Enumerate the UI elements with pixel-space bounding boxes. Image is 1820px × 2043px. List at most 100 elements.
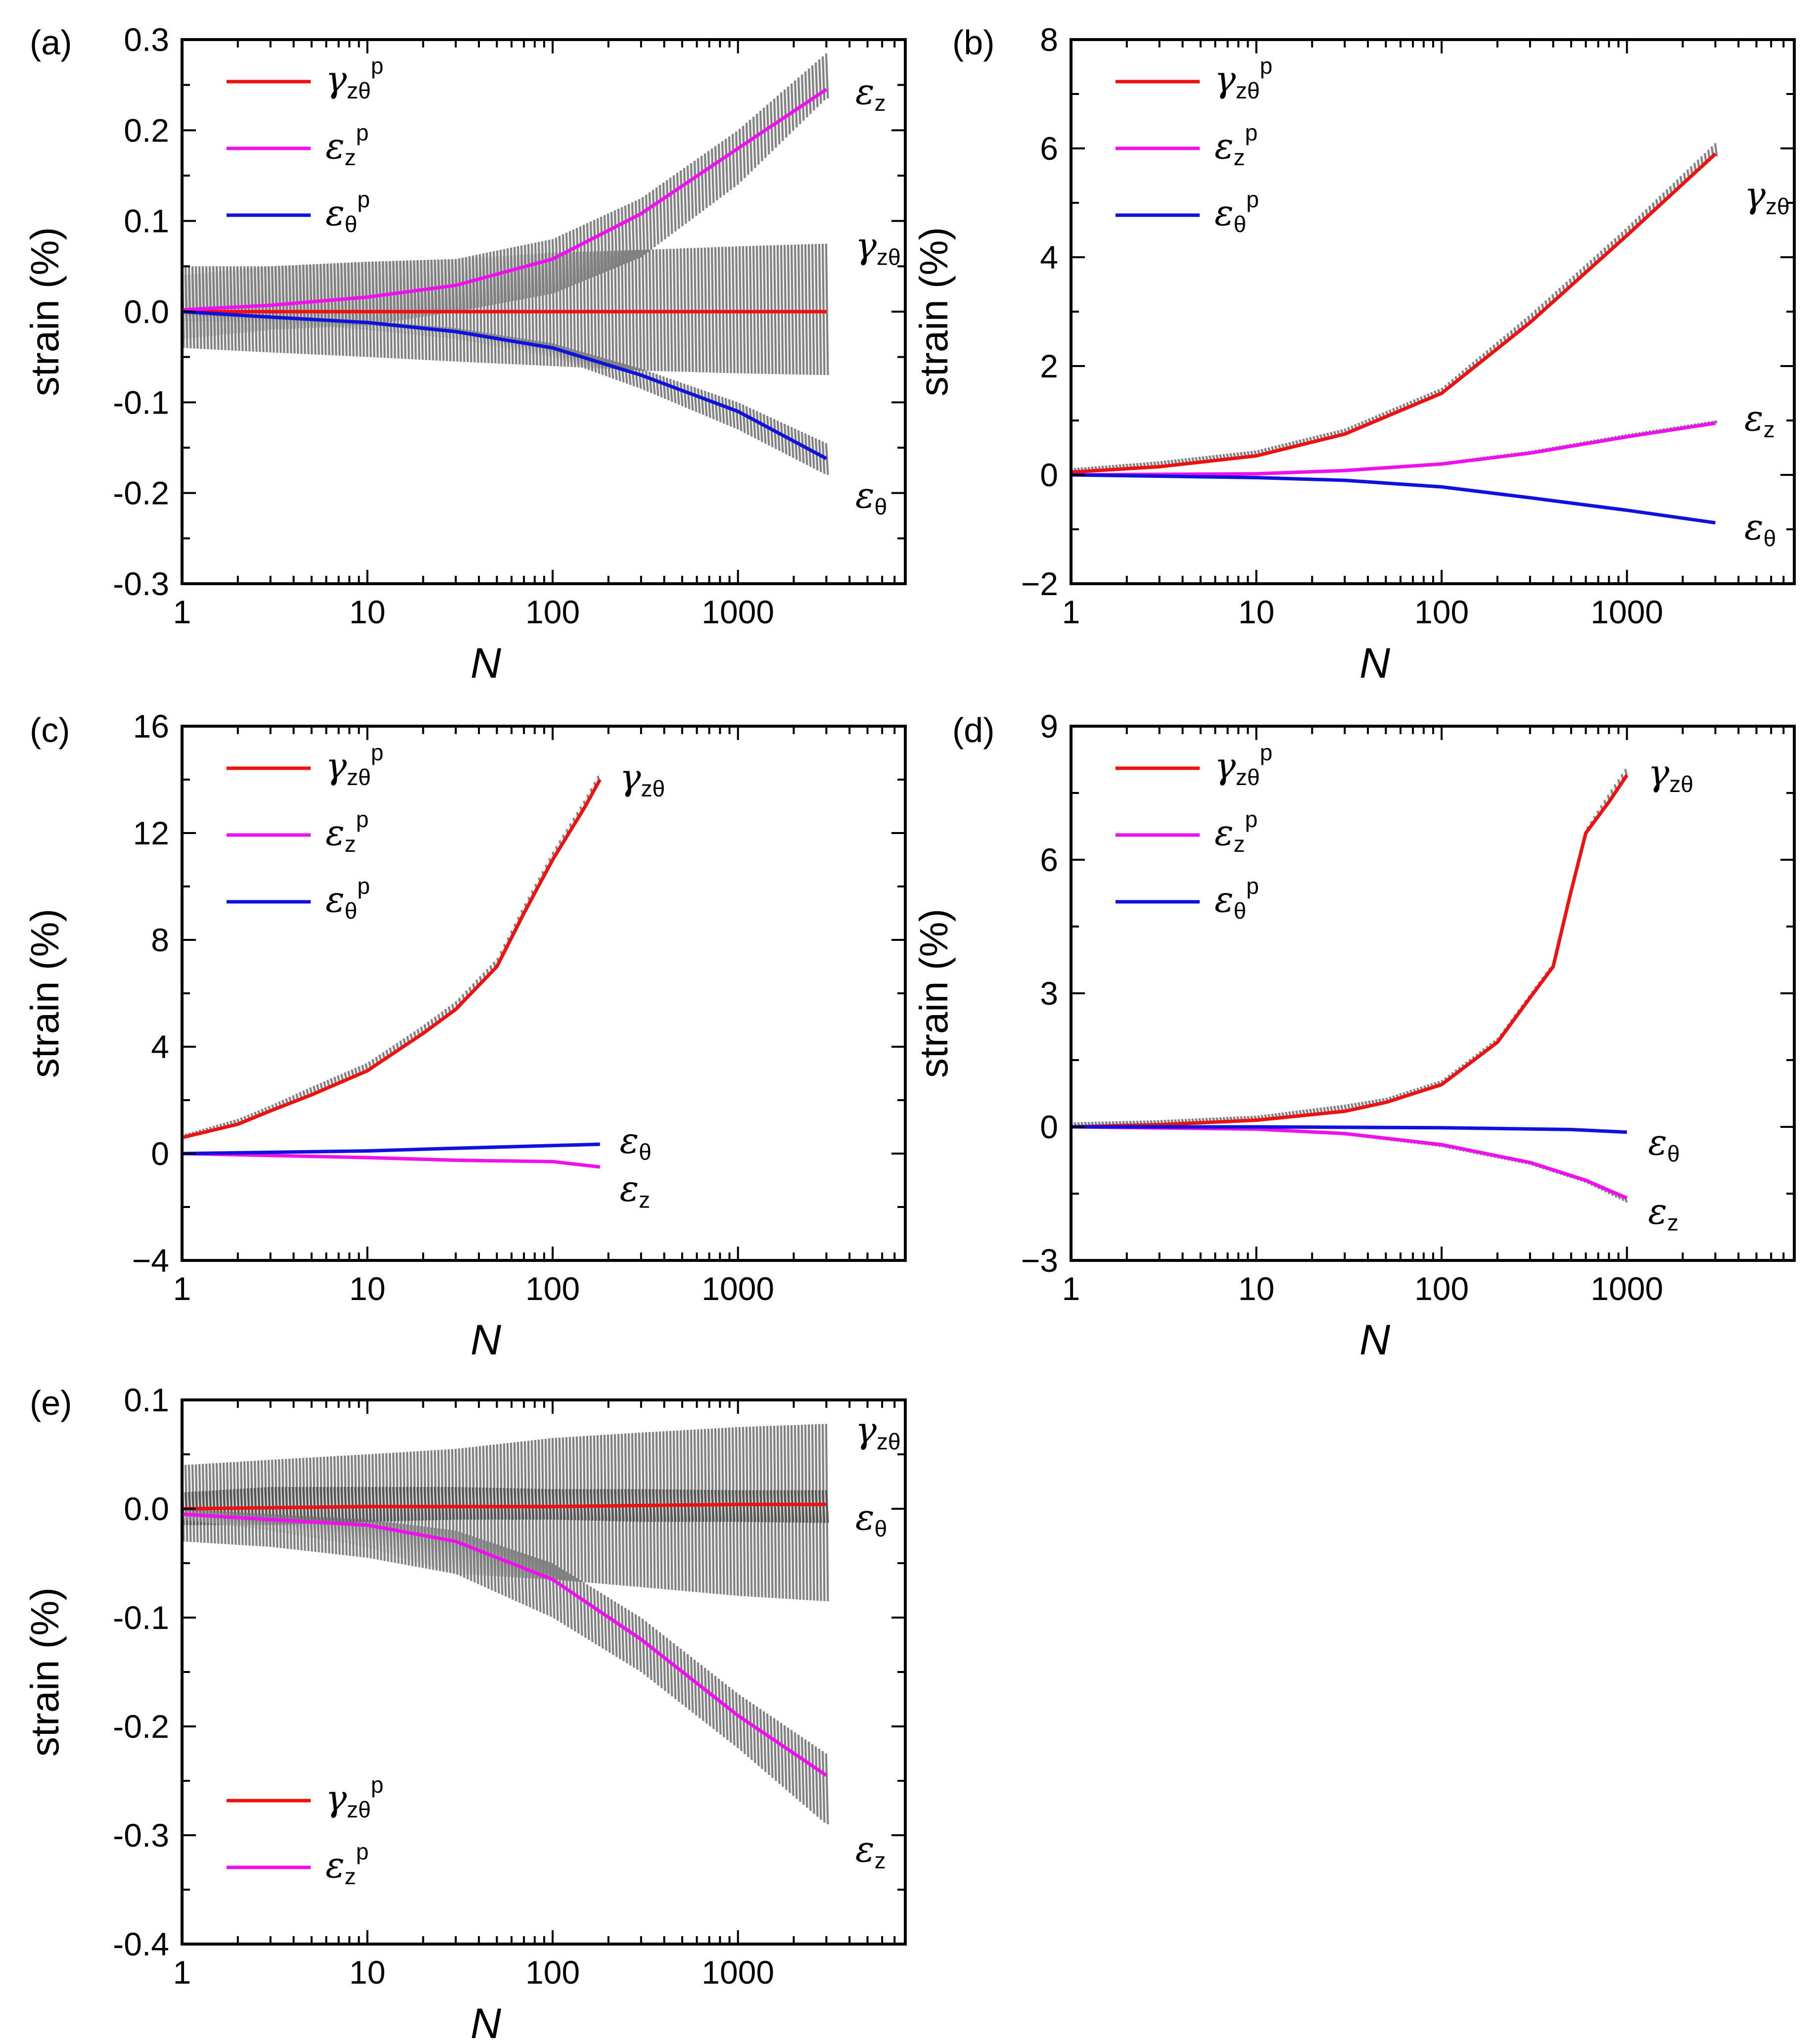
x-tick-label: 100 [525,594,580,630]
curve-label-symbol: ε [855,474,875,516]
chart-panel-e: (e) 1 10 100 1000 -0.4 -0.3 -0.2 -0.1 0.0 0.1 Nstra… [23,1382,907,2043]
legend-label: εzp [1214,806,1258,857]
y-tick-label: -0.1 [113,1599,169,1636]
curve-label-subscript: z [639,1187,650,1213]
y-tick-label: 16 [133,708,169,744]
legend-label-subscript: θ [345,898,358,924]
curve-label-symbol: γ [620,756,642,798]
y-tick-label: 12 [133,815,169,851]
panel-label: (e) [30,1384,72,1422]
curve-label-subscript: θ [1667,1141,1680,1166]
legend-label-subscript: zθ [1236,764,1260,790]
envelope-band [1071,766,1627,1127]
curve-label-symbol: ε [1648,1121,1667,1163]
x-tick-label: 10 [349,1954,385,1991]
envelope-γzθ [1071,143,1718,473]
envelope-εz [182,1508,829,1825]
y-tick-label: 6 [1040,841,1058,878]
y-tick-label: -0.1 [113,384,169,420]
legend-label: γzθp [326,740,383,790]
x-tick-label: 1 [173,594,191,630]
legend-label: εθp [326,873,370,924]
curve-label-symbol: ε [855,1828,875,1870]
curve-label-subscript: zθ [877,1429,901,1454]
curve-label: εz [1648,1191,1679,1236]
legend-label-symbol: ε [326,812,345,853]
envelope-γzθ [182,771,601,1138]
y-tick-label: −4 [132,1242,169,1279]
y-tick-label: 0 [151,1135,169,1172]
legend-label-symbol: ε [326,879,345,920]
y-tick-label: 0 [1040,457,1058,493]
legend-label-symbol: ε [1214,125,1234,167]
series-line-εθp [1071,473,1716,525]
legend-label: γzθp [326,53,383,103]
x-tick-label: 10 [1238,594,1274,630]
y-tick-label: -0.3 [113,1817,169,1854]
y-tick-label: 3 [1040,975,1058,1012]
legend-label-superscript: p [371,1772,384,1798]
legend-label: εzp [326,120,369,170]
legend-label-symbol: γ [1214,58,1236,100]
panel-label: (b) [952,23,995,62]
legend-label-symbol: ε [326,125,345,167]
curve-label-symbol: ε [1744,506,1764,548]
x-tick-label: 1 [1062,1270,1080,1307]
x-axis-title: N [470,2000,502,2043]
y-axis-title: strain (%) [23,1587,67,1757]
legend-label-subscript: zθ [1236,78,1260,103]
curve-label-subscript: z [875,1848,886,1873]
envelope-oscillation [1071,769,1628,1127]
y-tick-label: 0.0 [124,1490,169,1527]
y-axis-title: strain (%) [23,227,67,396]
curve-label-symbol: γ [1744,174,1766,216]
curve-label-subscript: zθ [1669,771,1693,797]
curve-label: εz [620,1168,651,1213]
curve-label: εz [855,71,886,116]
y-tick-label: 8 [151,922,169,958]
x-tick-label: 100 [525,1954,580,1991]
x-tick-label: 1 [173,1270,191,1307]
curve-label-symbol: γ [855,225,877,267]
legend-label-superscript: p [357,873,370,899]
x-axis-title: N [470,1316,502,1364]
legend-label-superscript: p [1245,806,1258,832]
envelope-band [182,771,600,1138]
legend-label-symbol: γ [1214,745,1236,787]
series-line-εzp [182,1152,601,1169]
x-tick-label: 1000 [701,1954,774,1991]
y-tick-label: 2 [1040,348,1058,384]
y-tick-label: -0.2 [113,1708,169,1745]
x-tick-label: 1000 [701,1270,774,1307]
plot-area [1071,766,1629,1203]
legend-label-symbol: ε [326,1844,345,1886]
legend-label-superscript: p [357,186,370,212]
curve-label-symbol: ε [1744,397,1764,439]
legend-label-superscript: p [356,1839,369,1864]
legend-label-superscript: p [1245,120,1258,145]
legend-label: εθp [1214,186,1259,237]
legend-label-subscript: θ [1234,898,1247,924]
plot-area [182,53,829,475]
y-tick-label: 6 [1040,130,1058,167]
y-tick-label: −2 [1021,565,1058,602]
y-tick-label: 4 [1040,239,1058,276]
curve-label-symbol: ε [620,1119,639,1161]
x-axis-title: N [1359,1316,1391,1364]
legend-label: εθp [326,186,370,237]
y-tick-label: 0.1 [124,1382,169,1418]
curve-label: εθ [620,1119,652,1164]
curve-label: γzθ [855,225,901,270]
legend-label-subscript: z [1234,144,1245,170]
curve-label: γzθ [855,1409,901,1454]
legend-label-subscript: zθ [347,1797,371,1822]
legend-label-superscript: p [1260,740,1273,765]
x-tick-label: 1000 [1590,594,1663,630]
x-tick-label: 1 [1062,594,1080,630]
y-tick-label: 0.3 [124,21,169,58]
curve-label: γzθ [620,756,665,801]
series-line-γzθp [182,779,602,1140]
